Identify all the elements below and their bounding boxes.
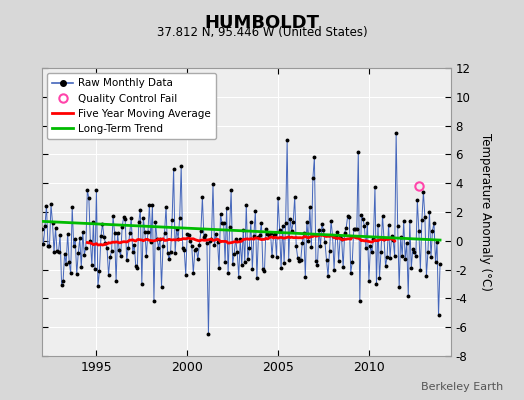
Text: Berkeley Earth: Berkeley Earth [421, 382, 503, 392]
Y-axis label: Temperature Anomaly (°C): Temperature Anomaly (°C) [479, 133, 492, 291]
Text: HUMBOLDT: HUMBOLDT [204, 14, 320, 32]
Text: 37.812 N, 95.446 W (United States): 37.812 N, 95.446 W (United States) [157, 26, 367, 39]
Legend: Raw Monthly Data, Quality Control Fail, Five Year Moving Average, Long-Term Tren: Raw Monthly Data, Quality Control Fail, … [47, 73, 216, 139]
